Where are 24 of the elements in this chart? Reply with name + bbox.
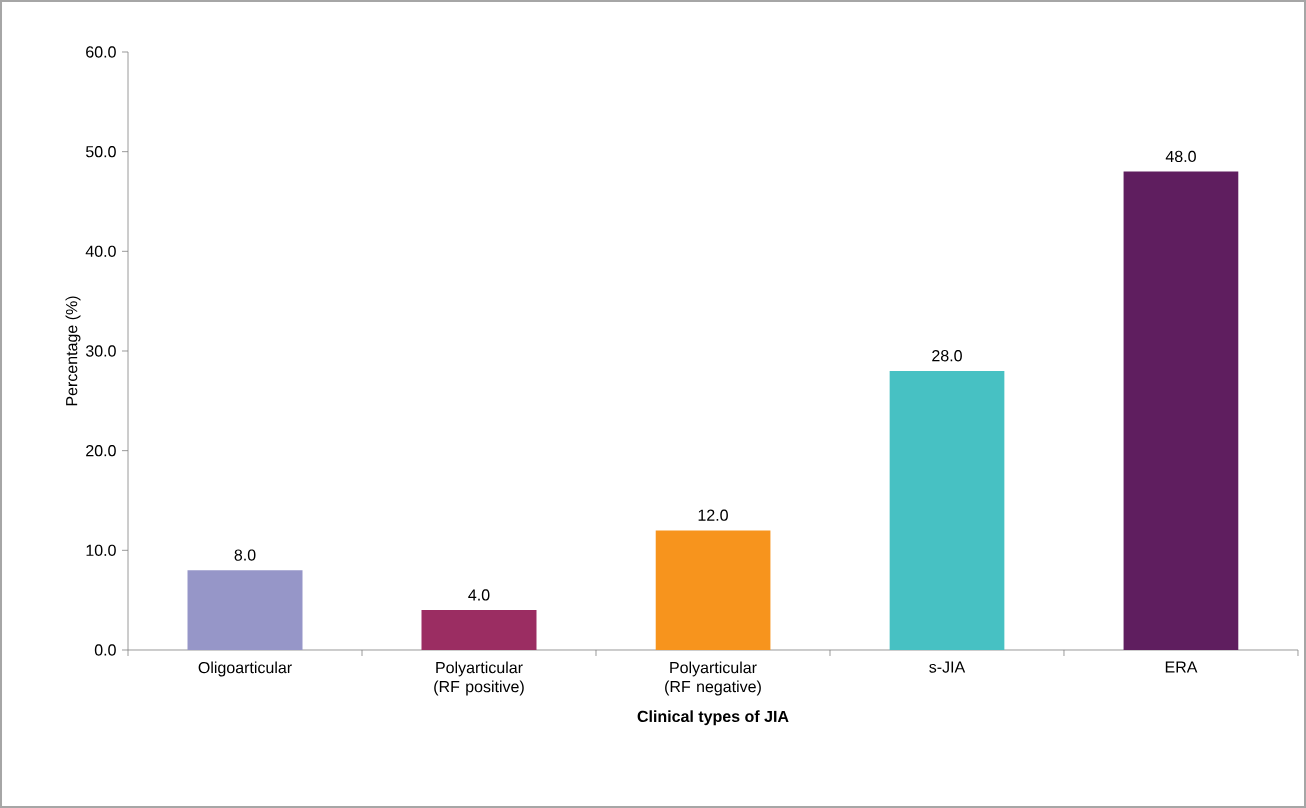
bar <box>889 370 1005 650</box>
x-tick-label: s-JIA <box>929 661 966 673</box>
x-tick-label: Polyarticular (RF negative) <box>665 661 761 696</box>
bar <box>421 610 537 650</box>
data-label: 12.0 <box>698 509 728 521</box>
y-tick-label: 30.0 <box>85 345 116 357</box>
data-label: 48.0 <box>1165 150 1196 163</box>
y-tick-label: 10.0 <box>86 544 116 556</box>
data-label: 4.0 <box>468 589 490 601</box>
x-axis-title: Clinical types of JIA <box>637 710 789 726</box>
bar <box>187 570 303 650</box>
y-tick-label: 60.0 <box>86 46 116 58</box>
y-tick-label: 0.0 <box>94 644 116 656</box>
data-label: 8.0 <box>234 549 256 561</box>
x-tick-label: Polyarticular (RF positive) <box>434 661 524 696</box>
y-tick-label: 20.0 <box>86 445 116 457</box>
x-tick-label: Oligoarticular <box>198 661 292 677</box>
y-tick-label: 40.0 <box>85 245 116 257</box>
data-label: 28.0 <box>932 350 962 362</box>
y-tick-label: 50.0 <box>85 146 116 158</box>
bar <box>1123 171 1239 650</box>
bar <box>655 530 771 650</box>
y-axis-title: Percentage (%) <box>65 296 81 406</box>
x-tick-label: ERA <box>1165 661 1198 673</box>
